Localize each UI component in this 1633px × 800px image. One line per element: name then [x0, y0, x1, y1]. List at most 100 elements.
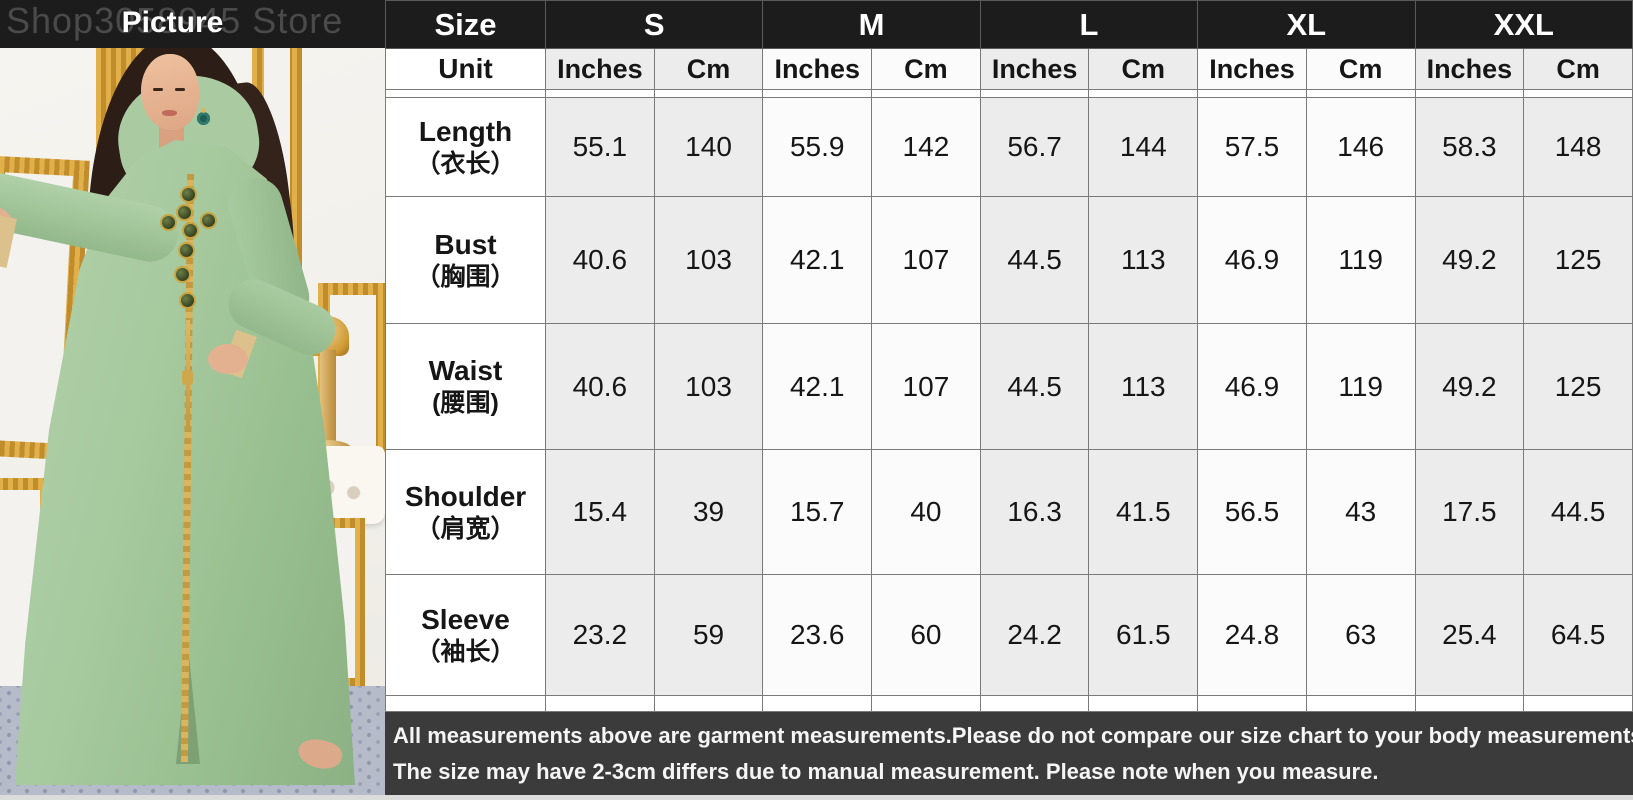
value-cell: 113	[1088, 196, 1199, 324]
row-label-length: Length （衣长）	[385, 97, 546, 197]
unit-cell: Cm	[871, 48, 981, 90]
value-cell: 103	[653, 196, 764, 324]
gold-tassel-knot	[182, 370, 193, 385]
unit-cell: Inches	[1414, 48, 1525, 90]
picture-header-bar: Shop3058945 Store Picture	[0, 0, 385, 48]
gold-goblet-stem	[320, 350, 336, 446]
picture-header-label: Picture	[121, 6, 224, 39]
unit-cell: Inches	[1197, 48, 1307, 90]
unit-cell: Inches	[762, 48, 873, 90]
size-col-xl: XL	[1197, 0, 1416, 49]
value-cell: 144	[1088, 97, 1199, 197]
row-label-shoulder: Shoulder （肩宽）	[385, 449, 546, 575]
size-col-m: M	[762, 0, 981, 49]
row-label-bust: Bust （胸围）	[385, 196, 546, 324]
value-cell: 59	[653, 574, 764, 696]
spacer-row	[385, 89, 1633, 98]
size-table-panel: Size S M L XL XXL Unit Inches Cm Inches …	[385, 0, 1633, 800]
value-cell: 146	[1305, 97, 1416, 197]
jewel-dot	[202, 214, 215, 227]
bottom-border-strip	[0, 795, 1633, 800]
value-cell: 46.9	[1197, 196, 1307, 324]
jewel-dot	[181, 294, 194, 307]
value-cell: 17.5	[1414, 449, 1525, 575]
value-cell: 40.6	[545, 323, 655, 450]
value-cell: 60	[871, 574, 981, 696]
disclaimer-line-2: The size may have 2-3cm differs due to m…	[393, 758, 1379, 784]
value-cell: 56.7	[979, 97, 1090, 197]
table-row-length: Length （衣长） 55.1 140 55.9 142 56.7 144 57…	[385, 97, 1633, 197]
model-hand	[208, 344, 248, 374]
value-cell: 64.5	[1523, 574, 1633, 696]
value-cell: 148	[1523, 97, 1633, 197]
unit-row: Unit Inches Cm Inches Cm Inches Cm Inche…	[385, 48, 1633, 90]
unit-cell: Inches	[545, 48, 655, 90]
value-cell: 125	[1523, 323, 1633, 450]
value-cell: 63	[1305, 574, 1416, 696]
value-cell: 16.3	[979, 449, 1090, 575]
picture-column: Shop3058945 Store Picture	[0, 0, 385, 800]
value-cell: 49.2	[1414, 323, 1525, 450]
value-cell: 58.3	[1414, 97, 1525, 197]
jewel-dot	[182, 188, 195, 201]
value-cell: 103	[653, 323, 764, 450]
table-header-row: Size S M L XL XXL	[385, 0, 1633, 49]
jewel-dot	[162, 216, 175, 229]
size-col-l: L	[979, 0, 1199, 49]
jewel-embellishment	[150, 186, 234, 326]
value-cell: 40.6	[545, 196, 655, 324]
value-cell: 113	[1088, 323, 1199, 450]
value-cell: 119	[1305, 196, 1416, 324]
row-label-waist: Waist (腰围)	[385, 323, 546, 450]
size-col-xxl: XXL	[1414, 0, 1633, 49]
unit-header: Unit	[385, 48, 546, 90]
value-cell: 107	[871, 323, 981, 450]
size-header: Size	[385, 0, 546, 49]
jewel-dot	[178, 206, 191, 219]
value-cell: 15.7	[762, 449, 873, 575]
table-row-bust: Bust （胸围） 40.6 103 42.1 107 44.5 113 46.9…	[385, 196, 1633, 324]
row-label-sleeve: Sleeve （袖长）	[385, 574, 546, 696]
value-cell: 41.5	[1088, 449, 1199, 575]
value-cell: 44.5	[979, 323, 1090, 450]
value-cell: 61.5	[1088, 574, 1199, 696]
value-cell: 25.4	[1414, 574, 1525, 696]
value-cell: 55.9	[762, 97, 873, 197]
value-cell: 107	[871, 196, 981, 324]
unit-cell: Cm	[1305, 48, 1416, 90]
gap-row	[385, 695, 1633, 712]
unit-cell: Cm	[653, 48, 764, 90]
value-cell: 125	[1523, 196, 1633, 324]
value-cell: 40	[871, 449, 981, 575]
value-cell: 42.1	[762, 196, 873, 324]
value-cell: 56.5	[1197, 449, 1307, 575]
value-cell: 140	[653, 97, 764, 197]
jewel-dot	[180, 244, 193, 257]
value-cell: 119	[1305, 323, 1416, 450]
value-cell: 39	[653, 449, 764, 575]
unit-cell: Cm	[1523, 48, 1633, 90]
product-photo	[0, 48, 385, 800]
value-cell: 49.2	[1414, 196, 1525, 324]
value-cell: 55.1	[545, 97, 655, 197]
value-cell: 42.1	[762, 323, 873, 450]
table-row-waist: Waist (腰围) 40.6 103 42.1 107 44.5 113 46.…	[385, 323, 1633, 450]
unit-cell: Inches	[979, 48, 1090, 90]
value-cell: 44.5	[1523, 449, 1633, 575]
table-row-shoulder: Shoulder （肩宽） 15.4 39 15.7 40 16.3 41.5 5…	[385, 449, 1633, 575]
store-watermark: Shop3058945 Store	[6, 0, 344, 41]
size-col-s: S	[544, 0, 764, 49]
disclaimer-line-1: All measurements above are garment measu…	[393, 723, 1633, 749]
earring	[197, 108, 210, 125]
value-cell: 23.6	[762, 574, 873, 696]
value-cell: 43	[1305, 449, 1416, 575]
value-cell: 24.8	[1197, 574, 1307, 696]
value-cell: 142	[871, 97, 981, 197]
table-row-sleeve: Sleeve （袖长） 23.2 59 23.6 60 24.2 61.5 24.…	[385, 574, 1633, 696]
jewel-dot	[184, 224, 197, 237]
jewel-dot	[176, 268, 189, 281]
value-cell: 23.2	[545, 574, 655, 696]
value-cell: 44.5	[979, 196, 1090, 324]
value-cell: 57.5	[1197, 97, 1307, 197]
